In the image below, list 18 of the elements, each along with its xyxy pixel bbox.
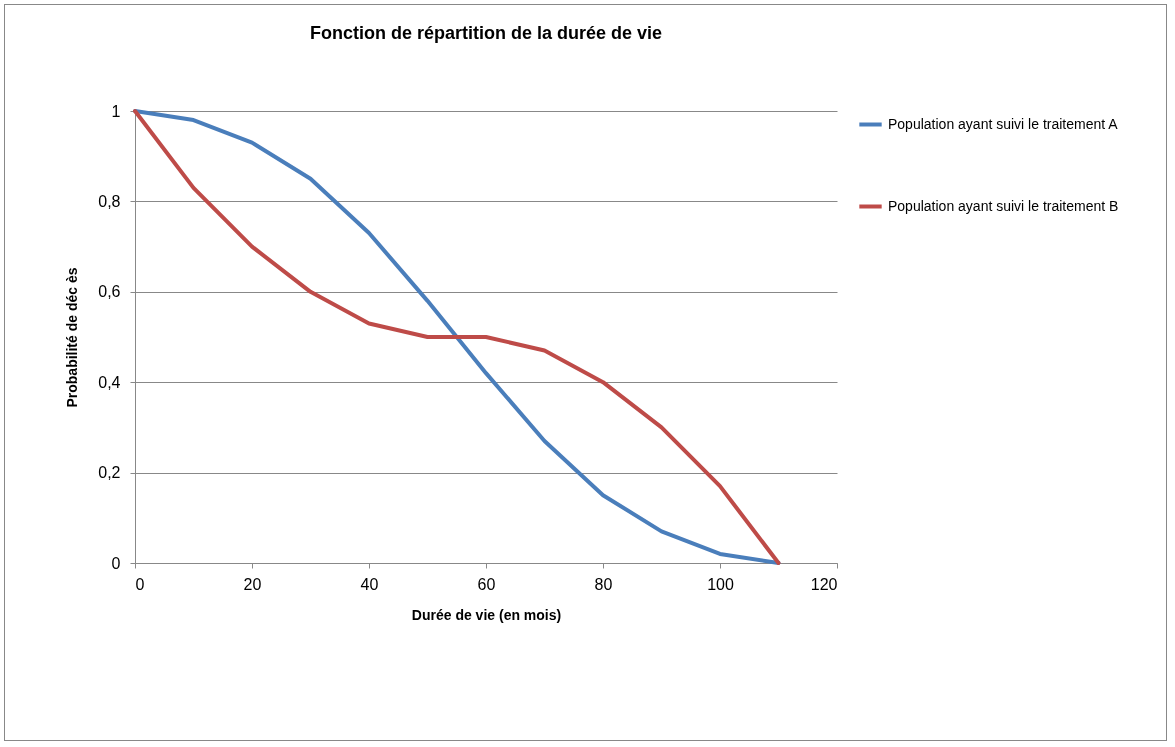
y-tick-label: 0,6 <box>98 283 121 301</box>
x-tick-label: 120 <box>810 575 838 593</box>
legend-label: Population ayant suivi le traitement B <box>888 197 1119 214</box>
y-axis-title: Probabilité de déc ès <box>64 267 81 408</box>
y-tick-label: 1 <box>111 102 121 120</box>
y-tick-label: 0,8 <box>98 192 121 210</box>
x-tick-label: 100 <box>707 575 734 593</box>
x-tick-label: 40 <box>360 575 379 593</box>
y-tick-label: 0,2 <box>98 464 121 482</box>
x-tick-label: 80 <box>594 575 613 593</box>
x-tick-label: 60 <box>477 575 496 593</box>
x-tick-label: 0 <box>135 575 145 593</box>
x-axis-title: Durée de vie (en mois) <box>411 606 562 623</box>
y-tick-label: 0 <box>111 554 121 572</box>
legend-label: Population ayant suivi le traitement A <box>888 115 1119 132</box>
chart-title: Fonction de répartition de la durée de vie <box>309 23 663 43</box>
x-tick-label: 20 <box>243 575 262 593</box>
y-tick-label: 0,4 <box>98 373 121 391</box>
